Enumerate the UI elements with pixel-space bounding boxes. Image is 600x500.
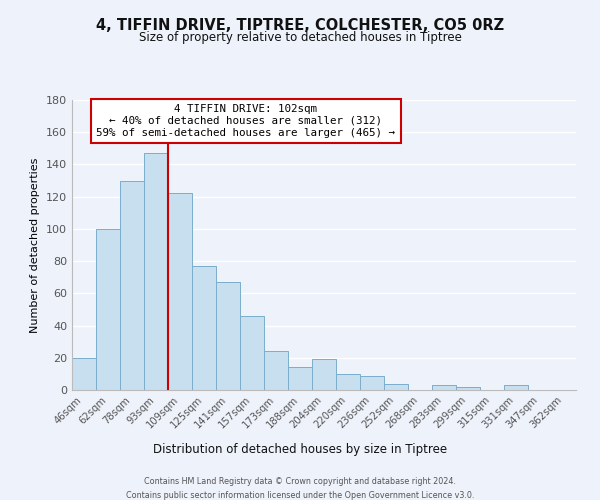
Bar — [312, 360, 336, 390]
Text: 4, TIFFIN DRIVE, TIPTREE, COLCHESTER, CO5 0RZ: 4, TIFFIN DRIVE, TIPTREE, COLCHESTER, CO… — [96, 18, 504, 32]
Y-axis label: Number of detached properties: Number of detached properties — [31, 158, 40, 332]
Bar — [120, 180, 144, 390]
Text: Distribution of detached houses by size in Tiptree: Distribution of detached houses by size … — [153, 442, 447, 456]
Bar — [216, 282, 240, 390]
Bar — [384, 384, 408, 390]
Bar — [504, 385, 528, 390]
Text: Contains public sector information licensed under the Open Government Licence v3: Contains public sector information licen… — [126, 491, 474, 500]
Bar — [336, 374, 360, 390]
Text: 4 TIFFIN DRIVE: 102sqm
← 40% of detached houses are smaller (312)
59% of semi-de: 4 TIFFIN DRIVE: 102sqm ← 40% of detached… — [97, 104, 395, 138]
Bar — [360, 376, 384, 390]
Bar — [264, 352, 288, 390]
Bar — [144, 153, 168, 390]
Text: Size of property relative to detached houses in Tiptree: Size of property relative to detached ho… — [139, 31, 461, 44]
Bar — [72, 358, 96, 390]
Bar — [240, 316, 264, 390]
Bar — [288, 368, 312, 390]
Text: Contains HM Land Registry data © Crown copyright and database right 2024.: Contains HM Land Registry data © Crown c… — [144, 478, 456, 486]
Bar — [168, 194, 192, 390]
Bar — [96, 229, 120, 390]
Bar — [432, 385, 456, 390]
Bar — [192, 266, 216, 390]
Bar — [456, 387, 480, 390]
